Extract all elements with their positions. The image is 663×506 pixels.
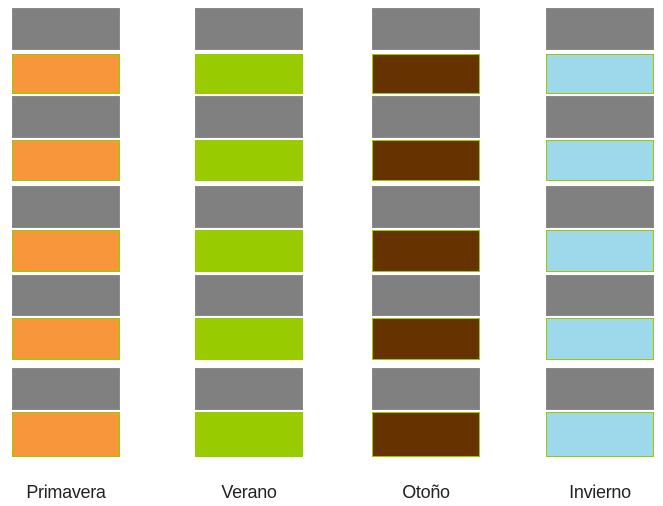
season-column-otono: Otoño	[372, 0, 482, 506]
season-color-band	[195, 230, 303, 272]
season-column-invierno: Invierno	[546, 0, 656, 506]
season-color-band	[546, 230, 654, 272]
gray-band	[372, 368, 480, 410]
gray-band	[12, 275, 120, 316]
gray-band	[195, 8, 303, 50]
gray-band	[372, 8, 480, 50]
season-label-primavera: Primavera	[26, 482, 106, 502]
season-color-band	[372, 412, 480, 457]
season-color-band	[195, 412, 303, 457]
gray-band	[195, 186, 303, 228]
season-color-band	[546, 54, 654, 94]
season-label-otono: Otoño	[402, 482, 450, 502]
gray-band	[372, 96, 480, 138]
season-color-band	[546, 412, 654, 457]
season-color-band	[372, 140, 480, 181]
gray-band	[372, 275, 480, 316]
gray-band	[546, 96, 654, 138]
season-color-band	[195, 318, 303, 360]
season-color-band	[12, 412, 120, 457]
gray-band	[12, 368, 120, 410]
season-color-band	[12, 54, 120, 94]
season-color-band	[195, 140, 303, 181]
gray-band	[12, 8, 120, 50]
season-color-band	[372, 230, 480, 272]
gray-band	[546, 368, 654, 410]
season-color-band	[546, 140, 654, 181]
gray-band	[12, 96, 120, 138]
season-color-band	[12, 318, 120, 360]
gray-band	[195, 96, 303, 138]
season-color-band	[546, 318, 654, 360]
season-label-invierno: Invierno	[569, 482, 631, 502]
season-color-band	[372, 54, 480, 94]
gray-band	[546, 8, 654, 50]
season-color-band	[12, 230, 120, 272]
season-label-verano: Verano	[221, 482, 277, 502]
gray-band	[546, 186, 654, 228]
season-color-band	[372, 318, 480, 360]
season-column-verano: Verano	[195, 0, 305, 506]
gray-band	[372, 186, 480, 228]
gray-band	[195, 275, 303, 316]
season-column-primavera: Primavera	[12, 0, 122, 506]
gray-band	[12, 186, 120, 228]
season-color-band	[195, 54, 303, 94]
gray-band	[195, 368, 303, 410]
season-color-band	[12, 140, 120, 181]
gray-band	[546, 275, 654, 316]
